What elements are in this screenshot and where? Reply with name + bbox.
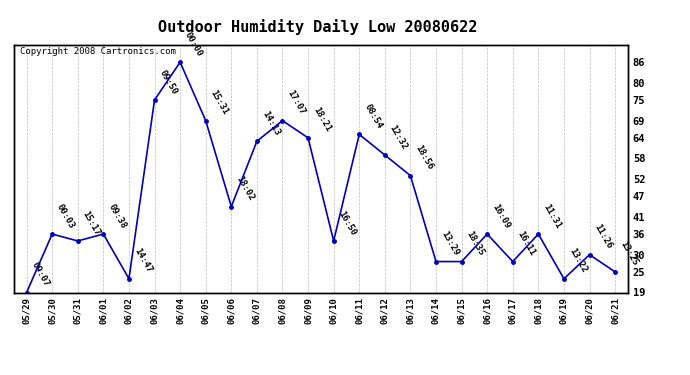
Text: 00:00: 00:00 bbox=[183, 30, 204, 58]
Text: 18:21: 18:21 bbox=[311, 106, 333, 134]
Text: 18:35: 18:35 bbox=[464, 230, 486, 258]
Text: 13:25: 13:25 bbox=[618, 240, 640, 268]
Text: Outdoor Humidity Daily Low 20080622: Outdoor Humidity Daily Low 20080622 bbox=[158, 19, 477, 35]
Text: 15:17: 15:17 bbox=[81, 209, 102, 237]
Text: 17:07: 17:07 bbox=[286, 89, 307, 117]
Text: 09:38: 09:38 bbox=[106, 202, 128, 230]
Text: 13:29: 13:29 bbox=[439, 230, 460, 258]
Text: 14:47: 14:47 bbox=[132, 247, 153, 274]
Text: 08:54: 08:54 bbox=[362, 102, 384, 130]
Text: 16:09: 16:09 bbox=[490, 202, 511, 230]
Text: Copyright 2008 Cartronics.com: Copyright 2008 Cartronics.com bbox=[20, 48, 176, 57]
Text: 15:31: 15:31 bbox=[209, 89, 230, 117]
Text: 16:50: 16:50 bbox=[337, 209, 358, 237]
Text: 13:22: 13:22 bbox=[567, 247, 589, 274]
Text: 11:31: 11:31 bbox=[542, 202, 562, 230]
Text: 09:07: 09:07 bbox=[30, 261, 51, 288]
Text: 18:56: 18:56 bbox=[413, 144, 435, 171]
Text: 00:03: 00:03 bbox=[55, 202, 77, 230]
Text: 09:50: 09:50 bbox=[157, 68, 179, 96]
Text: 18:02: 18:02 bbox=[235, 175, 255, 202]
Text: 14:13: 14:13 bbox=[260, 110, 282, 137]
Text: 11:26: 11:26 bbox=[593, 223, 614, 251]
Text: 16:11: 16:11 bbox=[516, 230, 537, 258]
Text: 12:32: 12:32 bbox=[388, 123, 409, 151]
